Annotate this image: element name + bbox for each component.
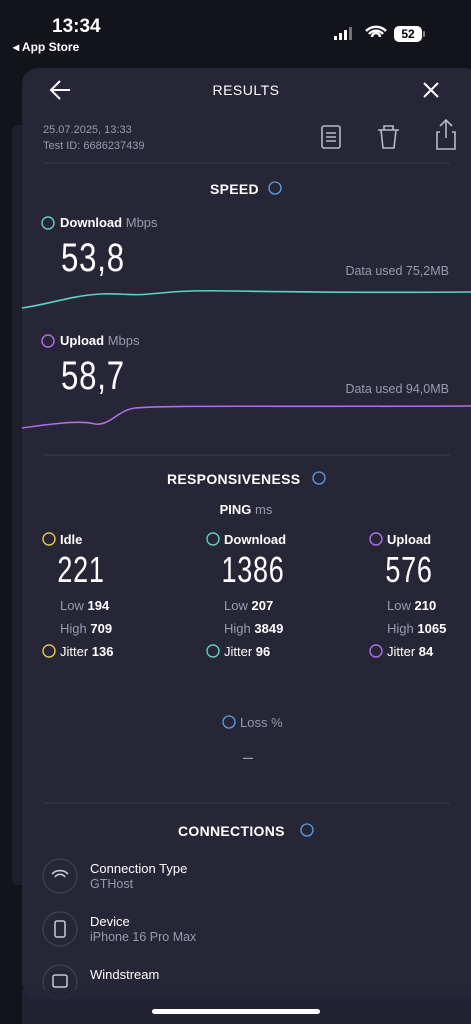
status-time: 13:34 (52, 16, 101, 37)
phone-icon (54, 920, 66, 938)
battery-tip (423, 31, 425, 37)
high-row: High 709 (60, 622, 112, 635)
low-row: Low 207 (224, 599, 273, 612)
connection-label: Windstream (90, 967, 160, 982)
device-circle (42, 911, 78, 947)
card (22, 68, 471, 998)
download-value: 53,8 (61, 236, 125, 280)
section-title: RESPONSIVENESS (167, 471, 301, 487)
test-id: Test ID: 6686237439 (43, 140, 145, 152)
battery-level: 52 (401, 27, 415, 41)
info-icon[interactable] (268, 181, 282, 195)
low-label: Low (60, 598, 84, 613)
bottom-fade (22, 990, 471, 1024)
server-icon (52, 974, 68, 988)
unit: Mbps (107, 333, 140, 348)
signal-icon (334, 27, 352, 40)
idle-icon (42, 532, 56, 546)
close-button[interactable] (423, 82, 439, 98)
jitter-row: Jitter 96 (224, 645, 270, 658)
download-icon (206, 532, 220, 546)
wifi-icon (51, 869, 69, 878)
section-title: SPEED (210, 181, 259, 197)
share-button[interactable] (436, 118, 456, 150)
download-heading: Download Mbps (60, 216, 158, 229)
high-label: High (224, 621, 251, 636)
jitter-icon (369, 644, 383, 658)
upload-icon (369, 532, 383, 546)
back-to-app[interactable]: ◂ App Store (13, 40, 80, 54)
download-icon (41, 216, 55, 230)
label: PING (219, 502, 252, 517)
low-value: 207 (251, 598, 274, 613)
high-label: High (387, 621, 414, 636)
high-value: 709 (90, 621, 113, 636)
download-data-used: Data used 75,2MB (345, 264, 449, 278)
label: Loss (240, 715, 268, 730)
jitter-label: Jitter (224, 644, 253, 659)
test-date: 25.07.2025, 13:33 (43, 124, 132, 136)
connection-label: Device (90, 914, 130, 929)
jitter-icon (206, 644, 220, 658)
high-row: High 3849 (224, 622, 283, 635)
jitter-value: 96 (255, 644, 271, 659)
unit: Mbps (125, 215, 158, 230)
dividers (43, 162, 450, 804)
back-button[interactable] (49, 80, 70, 100)
page-title: RESULTS (212, 82, 280, 98)
download-graph (21, 289, 471, 309)
battery-icon (394, 26, 422, 42)
wifi-circle (42, 858, 78, 894)
jitter-icon (42, 644, 56, 658)
ping-value: 221 (57, 549, 105, 590)
low-value: 210 (414, 598, 437, 613)
jitter-label: Jitter (387, 644, 416, 659)
connection-label: Connection Type (90, 861, 188, 876)
upload-icon (41, 334, 55, 348)
upload-value: 58,7 (61, 354, 125, 398)
low-row: Low 210 (387, 599, 436, 612)
upload-heading: Upload Mbps (60, 334, 139, 347)
upload-graph (21, 405, 471, 429)
info-icon[interactable] (300, 823, 314, 837)
ping-label: Idle (60, 532, 83, 547)
home-indicator (152, 1009, 320, 1014)
high-row: High 1065 (387, 622, 446, 635)
ping-value: 1386 (221, 549, 285, 590)
ping-heading: PING ms (0, 503, 471, 516)
connection-value: GTHost (90, 877, 134, 891)
connection-value: iPhone 16 Pro Max (90, 930, 197, 944)
low-value: 194 (87, 598, 110, 613)
report-button[interactable] (321, 125, 341, 149)
unit: % (271, 715, 283, 730)
jitter-label: Jitter (60, 644, 89, 659)
label: Upload (60, 333, 105, 348)
info-icon[interactable] (312, 471, 326, 485)
jitter-row: Jitter 84 (387, 645, 433, 658)
low-row: Low 194 (60, 599, 109, 612)
upload-data-used: Data used 94,0MB (345, 382, 449, 396)
low-label: Low (224, 598, 248, 613)
high-value: 1065 (417, 621, 447, 636)
jitter-value: 136 (91, 644, 114, 659)
loss-heading: Loss % (240, 716, 283, 729)
jitter-row: Jitter 136 (60, 645, 114, 658)
ping-label: Upload (387, 532, 432, 547)
ping-label: Download (224, 532, 287, 547)
delete-button[interactable] (378, 125, 399, 149)
high-label: High (60, 621, 87, 636)
high-value: 3849 (254, 621, 284, 636)
loss-value: – (242, 747, 253, 767)
low-label: Low (387, 598, 411, 613)
info-icon[interactable] (222, 715, 236, 729)
jitter-value: 84 (418, 644, 434, 659)
unit: ms (255, 502, 273, 517)
section-title: CONNECTIONS (178, 823, 285, 839)
label: Download (60, 215, 123, 230)
ping-value: 576 (385, 549, 433, 590)
wifi-icon (365, 25, 387, 38)
